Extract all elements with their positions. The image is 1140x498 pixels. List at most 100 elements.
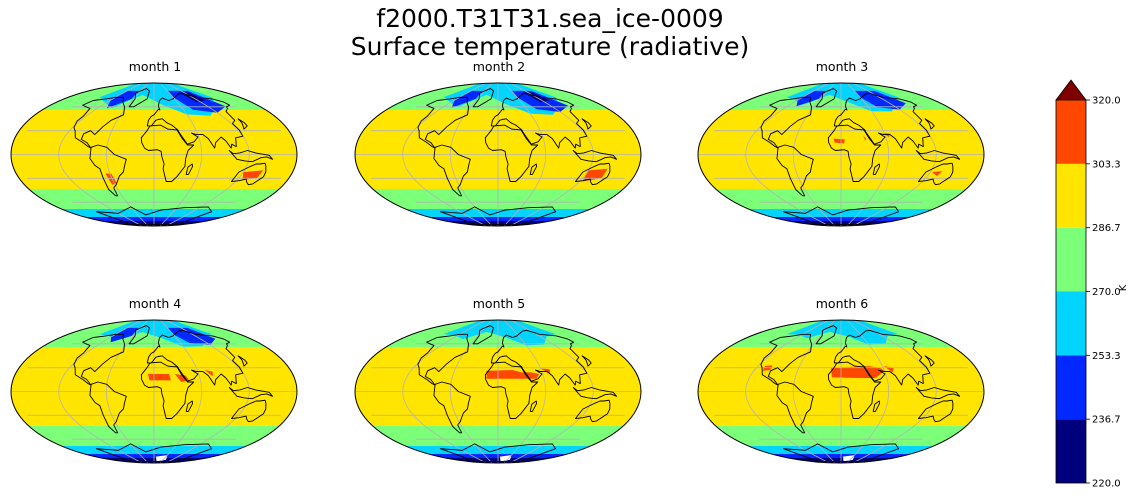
mollweide-map [10,82,298,227]
colorbar-segment [1056,419,1086,483]
colorbar-segment [1056,100,1086,164]
coastline-australia [917,162,954,186]
coastline-north-america [73,96,125,149]
hot-region [863,135,866,141]
map-panel: month 6 [697,297,987,467]
longitude-gridline [58,320,143,463]
coastline-madagascar [529,400,538,412]
coastline-south-america [776,144,814,197]
colorbar-tick-label: 286.7 [1092,223,1121,234]
longitude-gridline [402,320,487,463]
coastline-australia [574,162,611,186]
coastline-antarctica [439,206,557,225]
figure-title-line1: f2000.T31T31.sea_ice-0009 [376,4,724,33]
longitude-gridline [846,320,890,463]
figure-title-line2: Surface temperature (radiative) [350,32,750,61]
coastline-south-america [776,381,814,434]
coastline-north-america [760,333,812,386]
coastline-europe-asia [833,92,931,149]
map-outline [697,319,985,464]
longitude-gridline [852,320,937,463]
coastline-madagascar [185,163,194,175]
coastline-africa [140,361,195,419]
map-outline [10,82,298,227]
coastline-japan [237,118,248,130]
coastline-greenland [815,325,837,345]
hot-region [931,171,943,176]
coastline-south-america [433,381,471,434]
coastline-africa [827,124,882,182]
map-panel: month 3 [697,60,987,230]
coastline-indonesia [228,387,274,400]
longitude-gridline [792,83,836,226]
coastline-japan [924,118,935,130]
very-cold-region-canada [110,327,139,343]
coastline-europe-asia [146,92,244,149]
coastline-indonesia [572,150,618,163]
longitude-gridline [509,83,594,226]
mollweide-map [354,82,642,227]
coastline-north-america [73,333,125,386]
coastline-south-america [89,381,127,434]
panel-title: month 2 [472,59,526,74]
coastline-antarctica [782,206,900,225]
coastline-madagascar [185,400,194,412]
coastline-indonesia [915,150,961,163]
coastline-madagascar [529,163,538,175]
mollweide-map [697,319,985,464]
panel-title: month 1 [128,59,182,74]
map-panel: month 4 [10,297,300,467]
mollweide-map [697,82,985,227]
longitude-gridline [159,83,203,226]
colorbar-segment [1056,163,1086,228]
longitude-gridline [503,320,547,463]
coastline-antarctica [439,443,557,462]
cold-region-north [786,83,899,112]
coastline-madagascar [872,163,881,175]
hot-region [486,370,539,379]
map-outline [10,319,298,464]
coastline-africa [827,361,882,419]
coastline-japan [581,355,592,367]
coastline-australia [917,399,954,423]
very-cold-region-canada [106,90,139,109]
colorbar-label: K [1118,284,1129,291]
longitude-gridline [852,83,937,226]
antarctic-interior [843,455,855,462]
colorbar-tick-label: 236.7 [1092,415,1121,426]
longitude-gridline [503,83,547,226]
coastline-south-america [89,144,127,197]
coastline-indonesia [572,387,618,400]
coastline-japan [924,355,935,367]
longitude-gridline [402,83,487,226]
longitude-gridline [159,320,203,463]
longitude-gridline [792,320,836,463]
longitude-gridline [105,83,149,226]
cold-region-north [99,320,212,347]
coastline-australia [230,399,267,423]
coastline-antarctica [782,443,900,462]
coastline-north-america [417,96,469,149]
coastline-japan [581,118,592,130]
coastline-indonesia [228,150,274,163]
coastline-japan [237,355,248,367]
coastline-indonesia [915,387,961,400]
colorbar-tick-label: 253.3 [1092,351,1121,362]
map-outline [354,82,642,227]
coastline-europe-asia [490,329,588,386]
longitude-gridline [165,320,250,463]
panel-title: month 4 [128,296,182,311]
coastline-greenland [815,88,837,108]
coastline-europe-asia [146,329,244,386]
map-panel: month 1 [10,60,300,230]
longitude-gridline [58,83,143,226]
mollweide-map [354,319,642,464]
longitude-gridline [105,320,149,463]
colorbar-tick-label: 320.0 [1092,96,1121,107]
longitude-gridline [846,83,890,226]
colorbar: 220.0 236.7 253.3 270.0 286.7 303.3 320.0 K [1055,79,1129,488]
colorbar-tick-label: 303.3 [1092,159,1121,170]
antarctic-interior [156,455,168,462]
panel-title: month 3 [815,59,869,74]
hot-region [831,366,885,378]
